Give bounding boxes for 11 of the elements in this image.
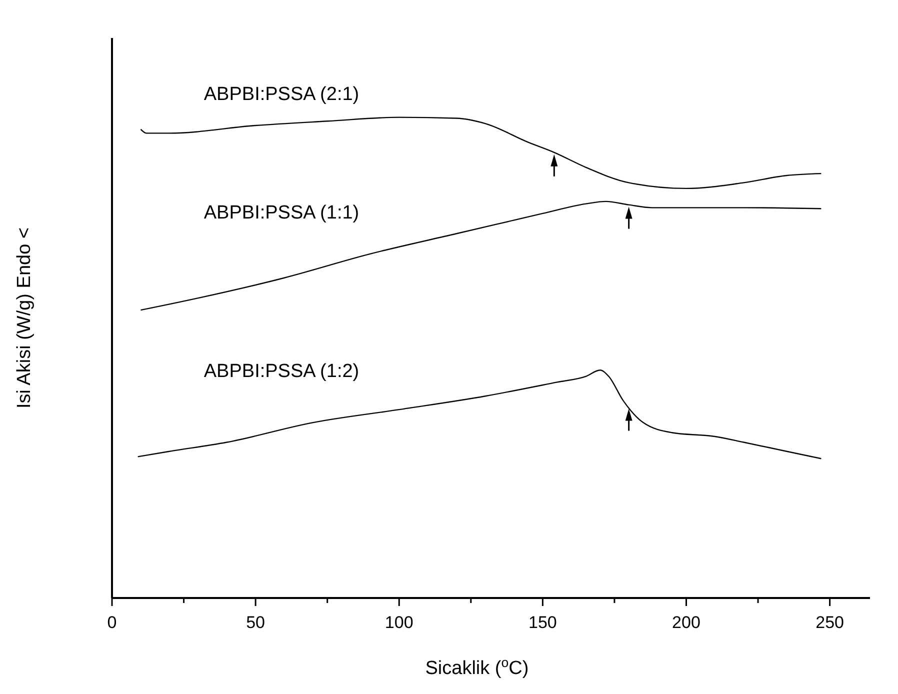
series-label: ABPBI:PSSA (2:1) (204, 84, 360, 106)
x-tick-label: 200 (672, 613, 700, 632)
x-axis-title: Sicaklik ($^{o}$C) (425, 654, 529, 679)
series-label: ABPBI:PSSA (1:2) (204, 360, 360, 382)
y-axis-title: Isi Akisi (W/g) Endo < (14, 227, 35, 409)
x-tick-label: 150 (528, 613, 557, 632)
x-tick-label: 250 (816, 613, 844, 632)
x-tick-label: 50 (246, 613, 266, 632)
x-tick-label: 0 (107, 613, 117, 632)
series-label: ABPBI:PSSA (1:1) (204, 202, 360, 224)
x-tick-label: 100 (384, 613, 414, 632)
